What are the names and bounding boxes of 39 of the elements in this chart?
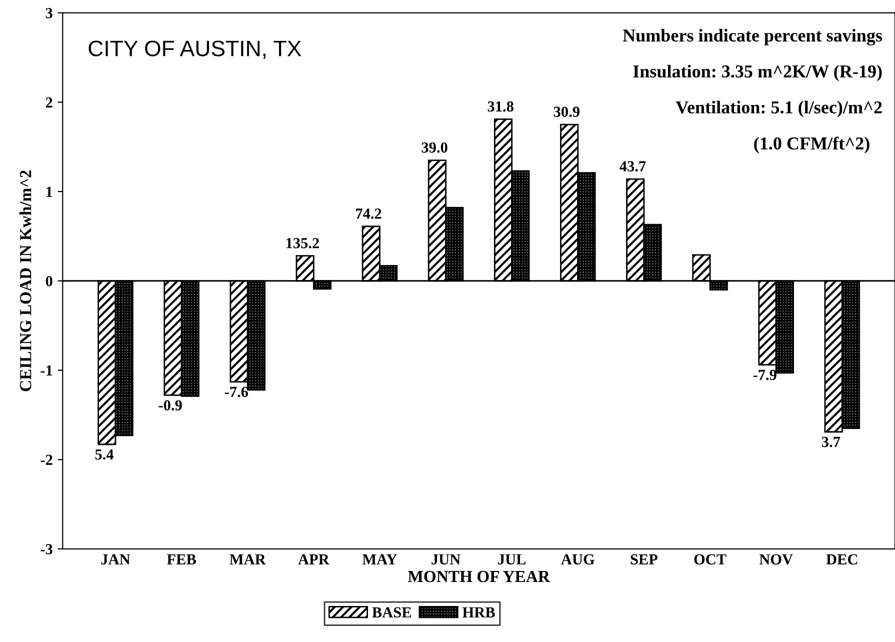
x-tick-label: MAY [362, 554, 397, 564]
annotation: 43.7 [620, 161, 646, 172]
x-tick-label: JAN [101, 554, 130, 565]
y-tick-label: -1 [40, 365, 52, 376]
y-tick-label: 0 [46, 276, 52, 286]
y-tick-label: 2 [46, 97, 52, 108]
annotation: Numbers indicate percent savings [622, 28, 882, 46]
annotation: 31.8 [488, 101, 514, 112]
x-tick-label: FEB [166, 554, 196, 564]
y-tick-label: -2 [40, 454, 52, 465]
y-tick-label: 3 [46, 8, 52, 18]
x-tick-label: SEP [630, 554, 658, 565]
annotation: -7.9 [753, 370, 776, 380]
annotation: 30.9 [554, 106, 580, 118]
legend-label: BASE [372, 607, 412, 618]
annotation: 3.7 [822, 436, 840, 448]
x-tick-label: AUG [561, 554, 594, 565]
x-tick-label: APR [298, 554, 330, 564]
y-tick-label: -3 [40, 544, 52, 554]
annotation: 5.4 [95, 449, 114, 460]
x-tick-label: JUL [498, 554, 526, 565]
x-tick-label: DEC [826, 554, 858, 565]
x-tick-label: NOV [759, 554, 793, 565]
annotation: (1.0 CFM/ft^2) [754, 136, 870, 154]
annotation: 74.2 [356, 208, 382, 219]
annotation: -7.6 [224, 386, 248, 398]
x-tick-label: OCT [694, 554, 726, 565]
legend-label: HRB [462, 607, 495, 618]
annotation: Ventilation: 5.1 (l/sec)/m^2 [676, 100, 882, 118]
annotation: -0.9 [158, 400, 182, 411]
annotation: 39.0 [422, 142, 448, 153]
text: CITY OF AUSTIN, TX [88, 40, 302, 59]
x-tick-label: JUN [432, 554, 460, 565]
annotation: 135.2 [286, 238, 319, 248]
annotation: Insulation: 3.35 m^2K/W (R-19) [633, 64, 882, 82]
x-axis-title: MONTH OF YEAR [408, 570, 550, 582]
y-axis-title: CEILING LOAD IN Kwh/m^2 [20, 170, 32, 392]
y-tick-label: 1 [46, 186, 52, 197]
x-tick-label: MAR [230, 554, 266, 564]
